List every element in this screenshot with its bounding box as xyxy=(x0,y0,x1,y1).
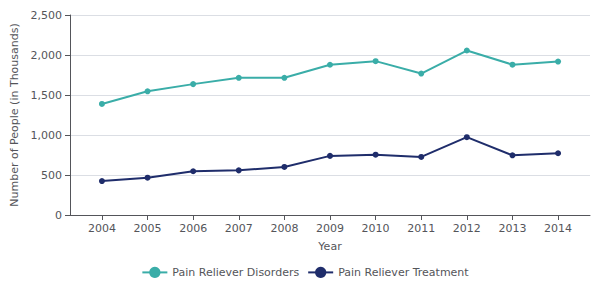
svg-text:2011: 2011 xyxy=(407,222,435,235)
svg-text:0: 0 xyxy=(55,209,62,222)
svg-text:2012: 2012 xyxy=(453,222,481,235)
svg-text:Pain Reliever Treatment: Pain Reliever Treatment xyxy=(338,266,469,279)
svg-text:Pain Reliever Disorders: Pain Reliever Disorders xyxy=(172,266,299,279)
svg-text:Number of People (in Thousands: Number of People (in Thousands) xyxy=(8,23,21,206)
svg-text:Year: Year xyxy=(317,240,342,253)
svg-text:2007: 2007 xyxy=(225,222,253,235)
svg-text:1,000: 1,000 xyxy=(31,129,63,142)
svg-text:2013: 2013 xyxy=(498,222,526,235)
svg-text:2006: 2006 xyxy=(179,222,207,235)
svg-text:2004: 2004 xyxy=(88,222,116,235)
svg-text:500: 500 xyxy=(41,169,62,182)
svg-text:2,500: 2,500 xyxy=(31,9,63,22)
svg-text:2,000: 2,000 xyxy=(31,49,63,62)
svg-text:2005: 2005 xyxy=(134,222,162,235)
svg-text:2010: 2010 xyxy=(362,222,390,235)
svg-text:2008: 2008 xyxy=(270,222,298,235)
svg-text:1,500: 1,500 xyxy=(31,89,63,102)
svg-text:2009: 2009 xyxy=(316,222,344,235)
svg-text:2014: 2014 xyxy=(544,222,572,235)
